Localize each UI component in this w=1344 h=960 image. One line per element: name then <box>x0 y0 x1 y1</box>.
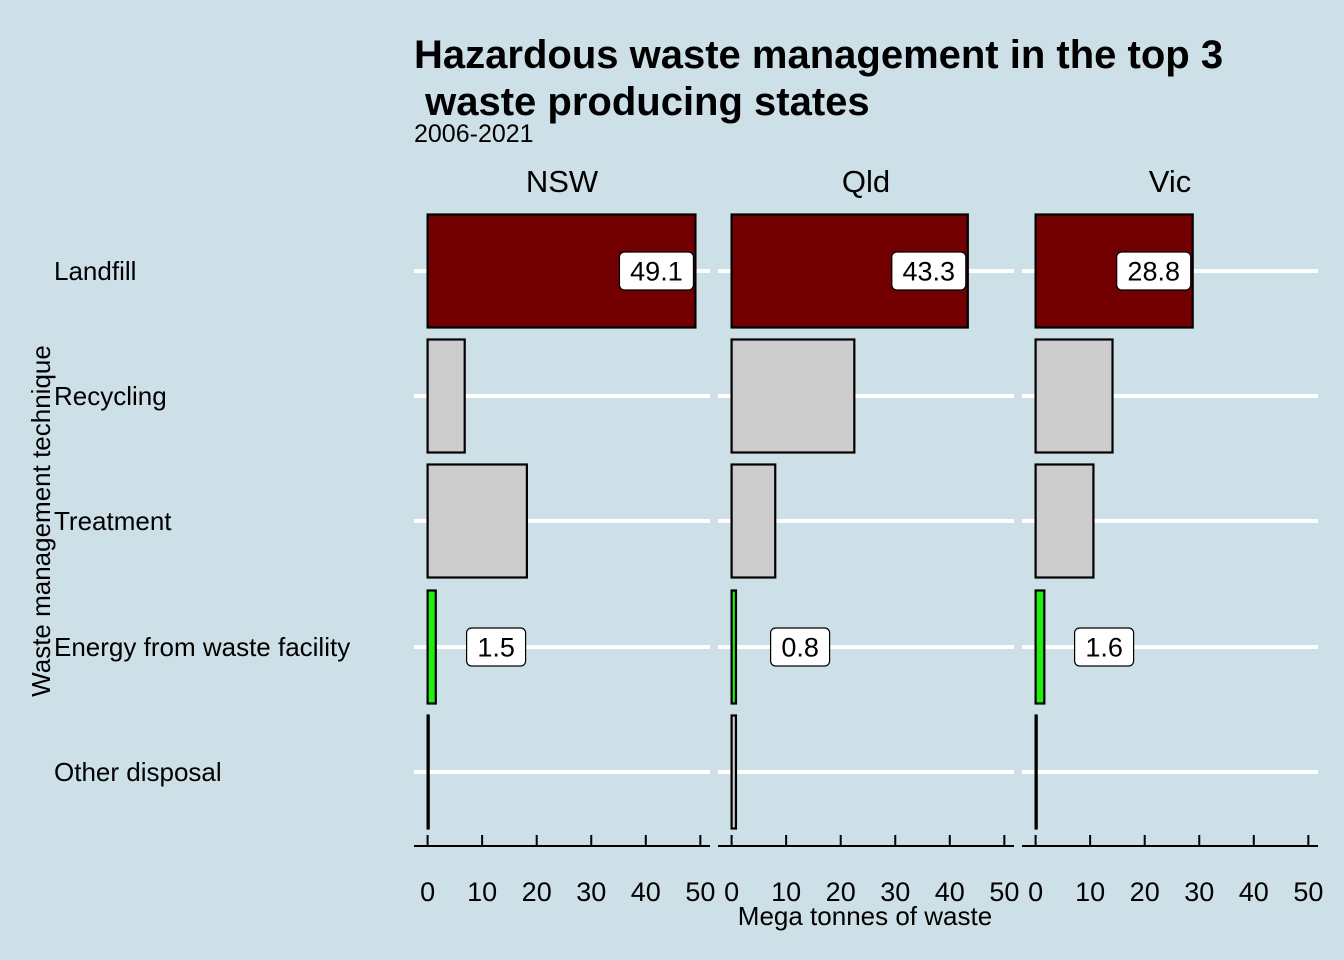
bar-vic-treatment <box>1034 463 1095 579</box>
x-tick-label: 20 <box>826 877 856 907</box>
x-tick-label: 30 <box>880 877 910 907</box>
y-axis-title: Waste management technique <box>26 345 56 697</box>
x-tick-label: 40 <box>935 877 965 907</box>
bar-qld-energy-from-waste-facility <box>730 589 738 705</box>
category-label-energy-from-waste-facility: Energy from waste facility <box>54 632 350 662</box>
x-tick-label: 0 <box>724 877 739 907</box>
value-label-box-qld-energy-from-waste-facility <box>769 627 831 667</box>
x-tick-label: 10 <box>1075 877 1105 907</box>
x-tick-label: 10 <box>467 877 497 907</box>
value-label-box-vic-energy-from-waste-facility <box>1073 627 1135 667</box>
facet-label-vic: Vic <box>1149 164 1192 199</box>
bar-nsw-treatment <box>426 463 528 579</box>
facet-label-qld: Qld <box>842 164 890 199</box>
chart-title-line-1: Hazardous waste management in the top 3 <box>414 33 1223 77</box>
x-tick-label: 0 <box>420 877 435 907</box>
value-label-box-qld-landfill <box>891 251 967 291</box>
x-tick-label: 30 <box>576 877 606 907</box>
chart-title-line-2: waste producing states <box>414 80 870 124</box>
panel-nsw: NSW 49.1 1.5 0 10 20 30 40 50 <box>414 164 715 907</box>
panel-qld: Qld 43.3 0.8 0 10 20 30 40 50 <box>718 164 1019 907</box>
x-tick-label: 20 <box>1130 877 1160 907</box>
x-tick-label: 50 <box>1293 877 1323 907</box>
bar-qld-recycling <box>730 338 856 454</box>
bar-nsw-other-disposal <box>426 714 430 830</box>
value-label-vic-landfill: 28.8 <box>1127 257 1180 287</box>
bar-vic-energy-from-waste-facility <box>1034 589 1046 705</box>
bar-nsw-recycling <box>426 338 466 454</box>
x-tick-label: 40 <box>1239 877 1269 907</box>
x-tick-label: 10 <box>771 877 801 907</box>
value-label-nsw-energy-from-waste-facility: 1.5 <box>477 633 515 663</box>
bar-qld-other-disposal <box>730 714 738 830</box>
x-tick-label: 20 <box>522 877 552 907</box>
bar-vic-other-disposal <box>1034 714 1038 830</box>
category-label-treatment: Treatment <box>54 506 172 536</box>
category-label-recycling: Recycling <box>54 381 167 411</box>
x-tick-label: 30 <box>1184 877 1214 907</box>
bar-nsw-energy-from-waste-facility <box>426 589 437 705</box>
plot-area: Landfill Recycling Treatment Energy from wa… <box>54 164 1323 907</box>
x-tick-label: 50 <box>989 877 1019 907</box>
value-label-qld-energy-from-waste-facility: 0.8 <box>781 633 819 663</box>
value-label-box-nsw-energy-from-waste-facility <box>466 627 527 667</box>
bar-qld-treatment <box>730 463 777 579</box>
facet-label-nsw: NSW <box>526 164 599 199</box>
x-tick-label: 50 <box>685 877 715 907</box>
value-label-box-vic-landfill <box>1116 251 1192 291</box>
category-label-landfill: Landfill <box>54 256 136 286</box>
bar-vic-recycling <box>1034 338 1114 454</box>
x-axis-title: Mega tonnes of waste <box>738 901 992 931</box>
value-label-nsw-landfill: 49.1 <box>630 257 683 287</box>
category-label-other-disposal: Other disposal <box>54 757 222 787</box>
x-tick-label: 0 <box>1028 877 1043 907</box>
value-label-vic-energy-from-waste-facility: 1.6 <box>1085 633 1123 663</box>
value-label-qld-landfill: 43.3 <box>903 257 956 287</box>
value-label-box-nsw-landfill <box>618 251 695 291</box>
panel-vic: Vic 28.8 1.6 0 10 20 30 40 50 <box>1022 164 1323 907</box>
chart-subtitle: 2006-2021 <box>414 120 534 148</box>
x-tick-label: 40 <box>631 877 661 907</box>
